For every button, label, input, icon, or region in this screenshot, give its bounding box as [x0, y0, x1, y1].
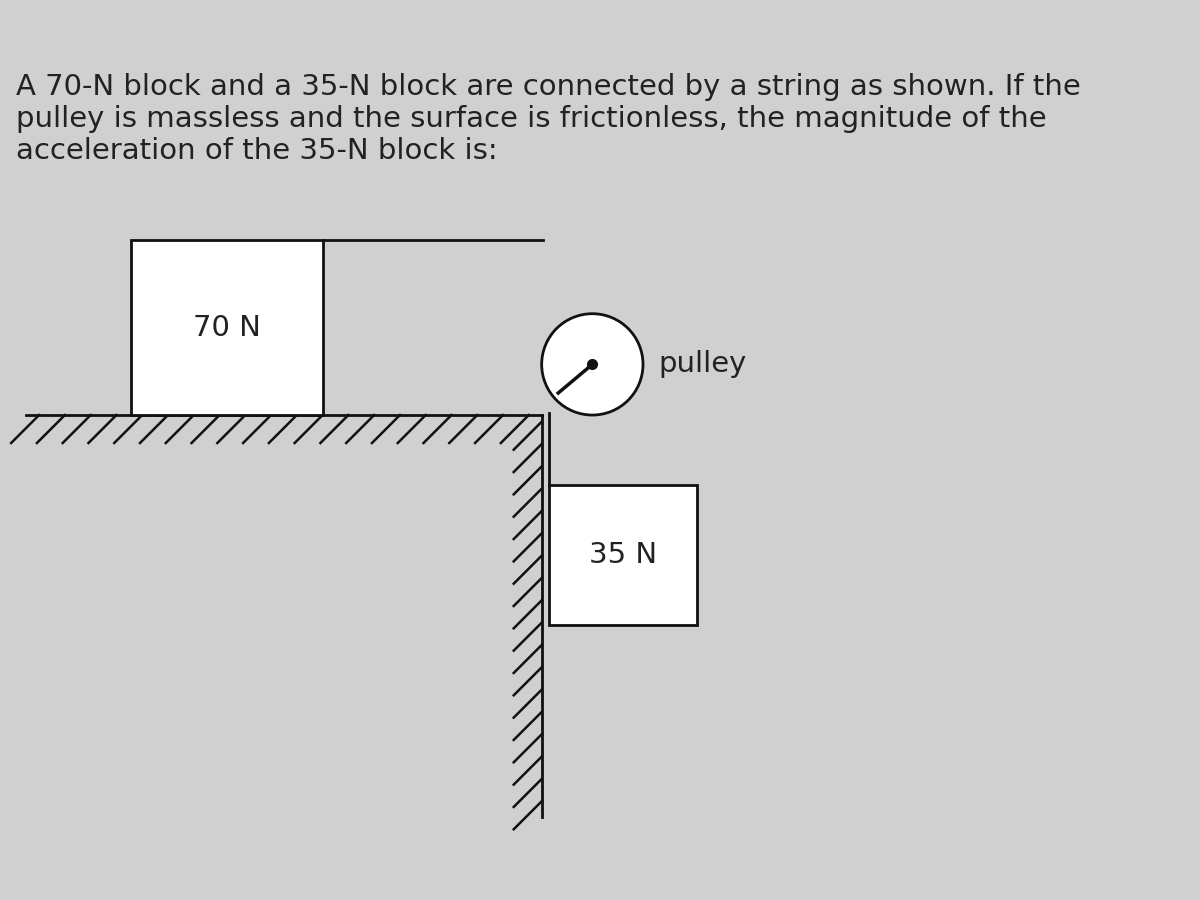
Text: 35 N: 35 N — [589, 541, 656, 569]
Text: A 70-N block and a 35-N block are connected by a string as shown. If the
pulley : A 70-N block and a 35-N block are connec… — [16, 73, 1080, 166]
Bar — [131, 240, 323, 415]
Text: 70 N: 70 N — [193, 314, 262, 342]
Text: pulley: pulley — [659, 350, 748, 378]
Circle shape — [541, 314, 643, 415]
Bar — [548, 485, 697, 625]
